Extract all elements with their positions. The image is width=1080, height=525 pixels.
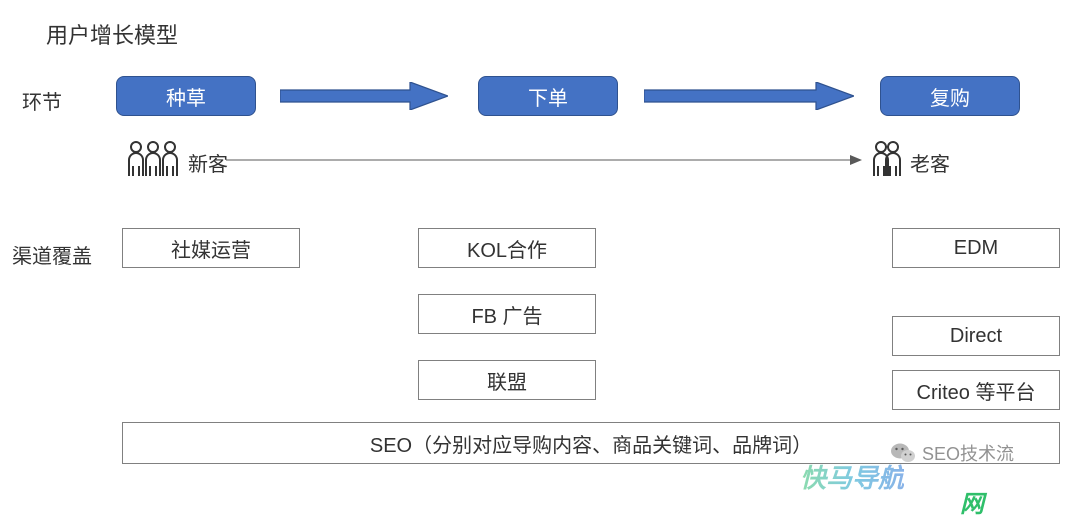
thin-arrow-new-to-old bbox=[226, 152, 862, 168]
channel-box-kol: KOL合作 bbox=[418, 228, 596, 268]
channel-box-fbads: FB 广告 bbox=[418, 294, 596, 334]
row-label-channel: 渠道覆盖 bbox=[12, 240, 92, 269]
stage-a-label: 种草 bbox=[166, 82, 206, 111]
new-customer-label: 新客 bbox=[188, 148, 228, 177]
watermark-site-line1: 快马导航 bbox=[800, 463, 904, 493]
stage-box-b: 下单 bbox=[478, 76, 618, 116]
watermark-site: 快马导航 网 bbox=[800, 465, 984, 517]
stage-box-a: 种草 bbox=[116, 76, 256, 116]
people-old-icon bbox=[870, 140, 904, 178]
channel-direct-label: Direct bbox=[950, 325, 1002, 348]
channel-box-edm: EDM bbox=[892, 228, 1060, 268]
row-label-stage: 环节 bbox=[22, 86, 62, 115]
channel-kol-label: KOL合作 bbox=[467, 234, 547, 263]
channel-box-criteo: Criteo 等平台 bbox=[892, 370, 1060, 410]
wechat-icon bbox=[890, 442, 916, 464]
diagram-title: 用户增长模型 bbox=[46, 18, 178, 50]
channel-social-label: 社媒运营 bbox=[171, 234, 251, 263]
channel-box-affiliate: 联盟 bbox=[418, 360, 596, 400]
watermark-site-line2: 网 bbox=[960, 491, 984, 518]
channel-box-social: 社媒运营 bbox=[122, 228, 300, 268]
old-customer-label: 老客 bbox=[910, 148, 950, 177]
arrow-stage-b-to-c bbox=[644, 82, 854, 110]
channel-fbads-label: FB 广告 bbox=[471, 300, 542, 329]
stage-b-label: 下单 bbox=[528, 82, 568, 111]
channel-edm-label: EDM bbox=[954, 237, 998, 260]
people-new-icon bbox=[126, 140, 180, 178]
arrow-stage-a-to-b bbox=[280, 82, 448, 110]
channel-affiliate-label: 联盟 bbox=[487, 366, 527, 395]
channel-box-direct: Direct bbox=[892, 316, 1060, 356]
stage-c-label: 复购 bbox=[930, 82, 970, 111]
watermark-wechat: SEO技术流 bbox=[890, 440, 1014, 466]
channel-criteo-label: Criteo 等平台 bbox=[917, 376, 1036, 405]
channel-seo-label: SEO（分别对应导购内容、商品关键词、品牌词） bbox=[370, 429, 812, 458]
watermark-wechat-text: SEO技术流 bbox=[922, 440, 1014, 466]
stage-box-c: 复购 bbox=[880, 76, 1020, 116]
